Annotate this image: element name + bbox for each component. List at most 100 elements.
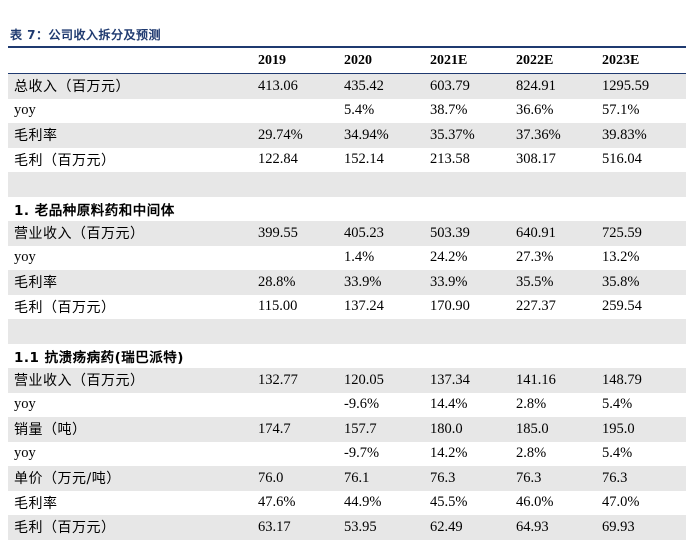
value-cell: 137.24 (344, 298, 384, 315)
value-cell: 35.8% (598, 270, 686, 295)
section-header-row: 1.1 抗溃疡病药(瑞巴派特) (8, 344, 686, 369)
row-label (8, 319, 254, 344)
value-cell: 120.05 (340, 368, 426, 393)
value-cell (254, 442, 340, 467)
value-cell: 5.4% (602, 445, 633, 462)
value-cell (512, 172, 598, 197)
spacer-row (8, 172, 686, 197)
row-label: 毛利率 (14, 495, 58, 512)
value-cell (598, 172, 686, 197)
value-cell: 503.39 (426, 221, 512, 246)
table-row: yoy -9.7% 14.2% 2.8% 5.4% (8, 442, 686, 467)
value-cell: 76.0 (254, 466, 340, 491)
value-cell: 180.0 (426, 417, 512, 442)
value-cell (254, 246, 340, 271)
table-row: 毛利率 28.8% 33.9% 33.9% 35.5% 35.8% (8, 270, 686, 295)
section-title: 1.1 抗溃疡病药(瑞巴派特) (14, 349, 184, 366)
value-cell: 45.5% (430, 494, 468, 511)
value-cell: 213.58 (430, 151, 470, 168)
value-cell: 76.3 (598, 466, 686, 491)
value-cell: 27.3% (516, 249, 554, 266)
header-cell-2021e: 2021E (426, 48, 512, 74)
header-cell (8, 48, 254, 74)
value-cell: 195.0 (598, 417, 686, 442)
value-cell: 34.94% (340, 123, 426, 148)
revenue-forecast-table: 2019 2020 2021E 2022E 2023E 总收入（百万元） 413.… (8, 48, 686, 540)
header-cell-2020: 2020 (340, 48, 426, 74)
value-cell (340, 172, 426, 197)
value-cell: 44.9% (344, 494, 382, 511)
value-cell: 46.0% (516, 494, 554, 511)
value-cell: 29.74% (254, 123, 340, 148)
value-cell: 157.7 (340, 417, 426, 442)
value-cell: 63.17 (254, 515, 340, 540)
value-cell: 1.4% (344, 249, 375, 266)
value-cell (512, 319, 598, 344)
value-cell: 5.4% (344, 102, 375, 119)
table-header-row: 2019 2020 2021E 2022E 2023E (8, 48, 686, 74)
row-label: 毛利率 (8, 123, 254, 148)
value-cell: 13.2% (602, 249, 640, 266)
spacer-row (8, 319, 686, 344)
table-row: 毛利率 47.6% 44.9% 45.5% 46.0% 47.0% (8, 491, 686, 516)
section-title: 1. 老品种原料药和中间体 (14, 202, 175, 219)
value-cell: 24.2% (430, 249, 468, 266)
value-cell: 36.6% (516, 102, 554, 119)
value-cell: 137.34 (426, 368, 512, 393)
value-cell (426, 319, 512, 344)
table-row: 毛利（百万元） 115.00 137.24 170.90 227.37 259.54 (8, 295, 686, 320)
value-cell (598, 319, 686, 344)
row-label: 毛利率 (8, 270, 254, 295)
value-cell: 5.4% (602, 396, 633, 413)
value-cell: 64.93 (512, 515, 598, 540)
value-cell: 174.7 (254, 417, 340, 442)
row-label: 单价（万元/吨） (8, 466, 254, 491)
value-cell: 399.55 (254, 221, 340, 246)
value-cell: 259.54 (602, 298, 642, 315)
value-cell: 37.36% (512, 123, 598, 148)
value-cell: 53.95 (340, 515, 426, 540)
value-cell: 33.9% (426, 270, 512, 295)
table-row: 营业收入（百万元） 132.77 120.05 137.34 141.16 148.79 (8, 368, 686, 393)
table-row: 销量（吨） 174.7 157.7 180.0 185.0 195.0 (8, 417, 686, 442)
row-label: yoy (14, 445, 36, 462)
value-cell: 33.9% (340, 270, 426, 295)
row-label (8, 172, 254, 197)
table-caption: 表 7：公司收入拆分及预测 (10, 28, 162, 42)
row-label: yoy (14, 249, 36, 266)
value-cell: 2.8% (516, 396, 547, 413)
value-cell: 132.77 (254, 368, 340, 393)
table-row: 总收入（百万元） 413.06 435.42 603.79 824.91 1295.59 (8, 73, 686, 99)
value-cell: 308.17 (516, 151, 556, 168)
value-cell: 141.16 (512, 368, 598, 393)
value-cell: 14.4% (430, 396, 468, 413)
value-cell: 640.91 (512, 221, 598, 246)
table-row: 毛利率 29.74% 34.94% 35.37% 37.36% 39.83% (8, 123, 686, 148)
value-cell: 76.1 (340, 466, 426, 491)
row-label: yoy (14, 396, 36, 413)
row-label: 营业收入（百万元） (8, 221, 254, 246)
value-cell (340, 319, 426, 344)
section-header-row: 1. 老品种原料药和中间体 (8, 197, 686, 222)
value-cell: 405.23 (340, 221, 426, 246)
row-label: 毛利（百万元） (14, 299, 116, 316)
table-top-rule (8, 46, 686, 48)
row-label: 总收入（百万元） (8, 73, 254, 99)
header-cell-2022e: 2022E (512, 48, 598, 74)
row-label: 营业收入（百万元） (8, 368, 254, 393)
value-cell: 1295.59 (598, 73, 686, 99)
value-cell: 35.5% (512, 270, 598, 295)
value-cell: 47.6% (258, 494, 296, 511)
value-cell: 62.49 (426, 515, 512, 540)
value-cell (254, 172, 340, 197)
table-row: 毛利（百万元） 63.17 53.95 62.49 64.93 69.93 (8, 515, 686, 540)
value-cell (254, 319, 340, 344)
value-cell: 122.84 (258, 151, 298, 168)
table-row: 单价（万元/吨） 76.0 76.1 76.3 76.3 76.3 (8, 466, 686, 491)
header-cell-2019: 2019 (254, 48, 340, 74)
header-cell-2023e: 2023E (598, 48, 686, 74)
value-cell: 14.2% (430, 445, 468, 462)
value-cell: 28.8% (254, 270, 340, 295)
value-cell: 516.04 (602, 151, 642, 168)
value-cell: -9.7% (344, 445, 380, 462)
